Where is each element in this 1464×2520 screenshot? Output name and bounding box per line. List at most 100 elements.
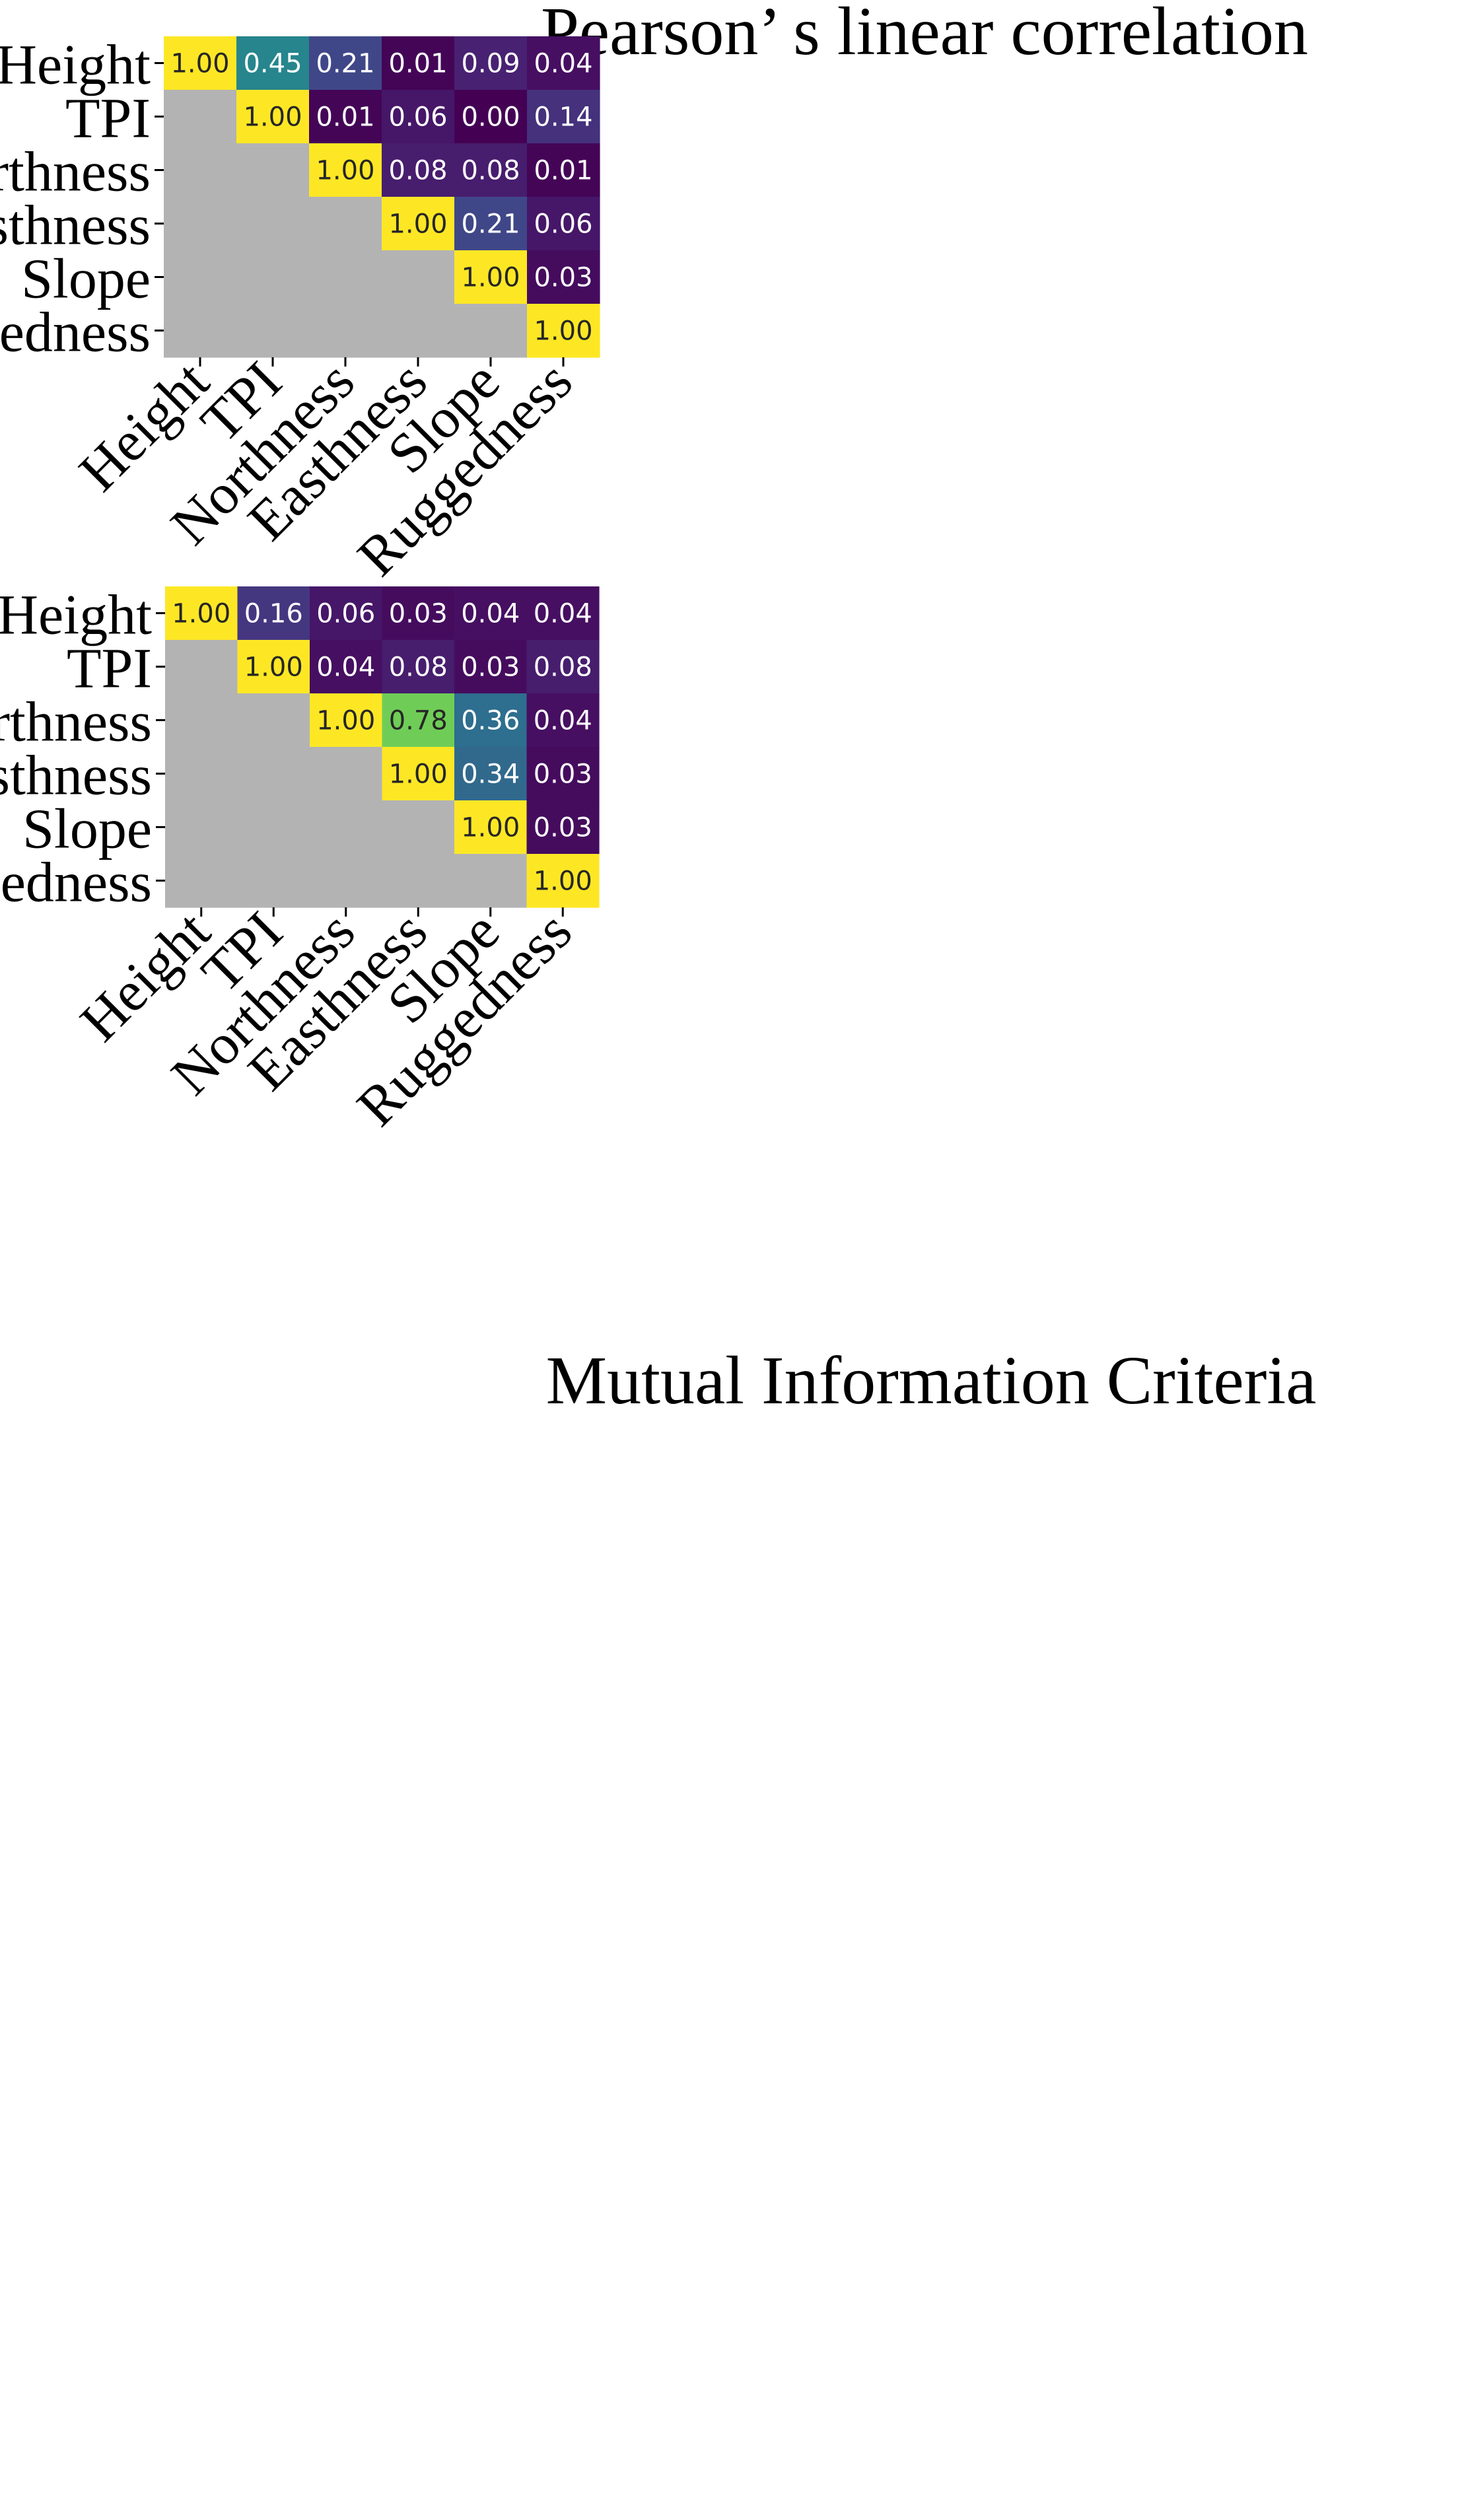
mutual-information-cell-3-5 bbox=[526, 747, 600, 801]
pearson-cell-4-1 bbox=[236, 250, 310, 304]
pearson-ytick-label-3: Easthness bbox=[0, 193, 151, 257]
mutual-information-cell-0-4 bbox=[454, 586, 528, 641]
mutual-information-heatmap: Mutual Information Criteria 1.00 0.16 0.06… bbox=[0, 583, 1316, 1419]
pearson-cell-label-0-0: 1.00 bbox=[170, 49, 229, 79]
mutual-information-cell-label-2-5: 0.04 bbox=[534, 706, 592, 736]
mutual-information-cell-2-0 bbox=[165, 693, 238, 748]
mutual-information-cell-2-3 bbox=[382, 693, 455, 748]
mutual-information-cell-label-1-5: 0.08 bbox=[534, 652, 592, 683]
mutual-information-cell-4-0 bbox=[165, 800, 238, 855]
mutual-information-ytick-label-3: Easthness bbox=[0, 744, 152, 807]
pearson-cell-2-1 bbox=[236, 143, 310, 197]
pearson-cell-label-3-3: 1.00 bbox=[388, 209, 447, 240]
pearson-cell-4-0 bbox=[164, 250, 237, 304]
pearson-cell-label-5-5: 1.00 bbox=[534, 316, 592, 347]
pearson-cell-3-0 bbox=[164, 197, 237, 251]
pearson-cell-5-1 bbox=[236, 304, 310, 358]
pearson-cell-label-0-3: 0.01 bbox=[388, 49, 447, 79]
mutual-information-cell-5-2 bbox=[310, 854, 383, 908]
mutual-information-title: Mutual Information Criteria bbox=[546, 1343, 1317, 1418]
pearson-cell-label-2-5: 0.01 bbox=[534, 156, 592, 186]
pearson-cell-label-1-2: 0.01 bbox=[316, 102, 374, 133]
pearson-x-axis: HeightTPINorthnessEasthnessSlopeRuggedne… bbox=[67, 349, 584, 588]
mutual-information-cell-3-3 bbox=[382, 747, 455, 801]
pearson-cell-2-4 bbox=[454, 143, 528, 197]
pearson-cell-label-3-4: 0.21 bbox=[461, 209, 520, 240]
pearson-y-axis: HeightTPINorthnessEasthnessSlopeRuggedne… bbox=[0, 33, 164, 364]
pearson-ytick-label-0: Height bbox=[0, 33, 151, 96]
mutual-information-cell-4-3 bbox=[382, 800, 455, 855]
mutual-information-cell-label-2-2: 1.00 bbox=[316, 706, 375, 736]
mutual-information-cell-5-3 bbox=[382, 854, 455, 908]
pearson-cell-1-4 bbox=[454, 90, 528, 144]
pearson-cell-5-5 bbox=[527, 304, 600, 358]
pearson-cell-label-1-4: 0.00 bbox=[461, 102, 520, 133]
pearson-cell-label-1-1: 1.00 bbox=[243, 102, 302, 133]
pearson-cell-label-0-2: 0.21 bbox=[316, 49, 374, 79]
mutual-information-cell-2-2 bbox=[310, 693, 383, 748]
mutual-information-cell-label-1-4: 0.03 bbox=[461, 652, 520, 683]
mutual-information-cell-1-4 bbox=[454, 640, 528, 694]
pearson-cell-4-2 bbox=[309, 250, 382, 304]
mutual-information-cell-label-4-4: 1.00 bbox=[461, 813, 520, 843]
mutual-information-cell-0-0 bbox=[165, 586, 238, 641]
pearson-cell-0-5 bbox=[527, 36, 600, 90]
mutual-information-ytick-label-4: Slope bbox=[22, 797, 152, 860]
mutual-information-ytick-label-1: TPI bbox=[67, 637, 152, 700]
pearson-cell-2-2 bbox=[309, 143, 382, 197]
mutual-information-cell-label-1-1: 1.00 bbox=[244, 652, 303, 683]
mutual-information-cell-4-5 bbox=[526, 800, 600, 855]
pearson-cell-1-3 bbox=[382, 90, 455, 144]
mutual-information-cell-label-0-4: 0.04 bbox=[461, 599, 520, 629]
mutual-information-ytick-label-0: Height bbox=[0, 583, 152, 647]
pearson-cell-2-0 bbox=[164, 143, 237, 197]
mutual-information-cell-label-5-5: 1.00 bbox=[534, 866, 592, 897]
mutual-information-cell-label-2-4: 0.36 bbox=[461, 706, 520, 736]
pearson-ytick-label-4: Slope bbox=[21, 247, 151, 310]
pearson-cell-4-5 bbox=[527, 250, 600, 304]
mutual-information-cell-1-0 bbox=[165, 640, 238, 694]
mutual-information-cell-5-1 bbox=[237, 854, 310, 908]
mutual-information-cell-5-5 bbox=[526, 854, 600, 908]
pearson-ytick-label-5: Ruggedness bbox=[0, 300, 151, 364]
mutual-information-ytick-label-5: Ruggedness bbox=[0, 851, 152, 914]
pearson-cell-label-2-2: 1.00 bbox=[316, 156, 374, 186]
pearson-cell-5-2 bbox=[309, 304, 382, 358]
pearson-cell-0-2 bbox=[309, 36, 382, 90]
pearson-cell-1-1 bbox=[236, 90, 310, 144]
mutual-information-cell-1-3 bbox=[382, 640, 455, 694]
pearson-ytick-label-2: Northness bbox=[0, 140, 151, 203]
pearson-cell-2-5 bbox=[527, 143, 600, 197]
pearson-cell-5-3 bbox=[382, 304, 455, 358]
mutual-information-cell-1-2 bbox=[310, 640, 383, 694]
mutual-information-cell-5-0 bbox=[165, 854, 238, 908]
pearson-cell-label-0-4: 0.09 bbox=[461, 49, 520, 79]
pearson-cell-5-4 bbox=[454, 304, 528, 358]
mutual-information-cells: 1.00 0.16 0.06 0.03 0.04 0.04 1.00 0.04 0.08 0.03… bbox=[165, 586, 600, 908]
mutual-information-cell-3-1 bbox=[237, 747, 310, 801]
pearson-cell-2-3 bbox=[382, 143, 455, 197]
pearson-cell-0-3 bbox=[382, 36, 455, 90]
mutual-information-cell-label-3-3: 1.00 bbox=[389, 759, 448, 790]
pearson-cell-label-1-5: 0.14 bbox=[534, 102, 592, 133]
mutual-information-cell-3-4 bbox=[454, 747, 528, 801]
pearson-cell-3-2 bbox=[309, 197, 382, 251]
mutual-information-cell-label-0-5: 0.04 bbox=[534, 599, 592, 629]
mutual-information-cell-label-1-2: 0.04 bbox=[316, 652, 375, 683]
pearson-cell-3-4 bbox=[454, 197, 528, 251]
mutual-information-cell-label-2-3: 0.78 bbox=[389, 706, 448, 736]
mutual-information-x-axis: HeightTPINorthnessEasthnessSlopeRuggedne… bbox=[68, 899, 584, 1138]
pearson-cell-5-0 bbox=[164, 304, 237, 358]
pearson-cell-4-3 bbox=[382, 250, 455, 304]
mutual-information-cell-label-1-3: 0.08 bbox=[389, 652, 448, 683]
mutual-information-y-axis: HeightTPINorthnessEasthnessSlopeRuggedne… bbox=[0, 583, 165, 914]
pearson-cell-1-0 bbox=[164, 90, 237, 144]
pearson-cell-label-0-5: 0.04 bbox=[534, 49, 592, 79]
mutual-information-cell-3-0 bbox=[165, 747, 238, 801]
mutual-information-cell-4-1 bbox=[237, 800, 310, 855]
mutual-information-ytick-label-2: Northness bbox=[0, 690, 152, 753]
mutual-information-cell-3-2 bbox=[310, 747, 383, 801]
mutual-information-cell-1-1 bbox=[237, 640, 310, 694]
mutual-information-cell-5-4 bbox=[454, 854, 528, 908]
